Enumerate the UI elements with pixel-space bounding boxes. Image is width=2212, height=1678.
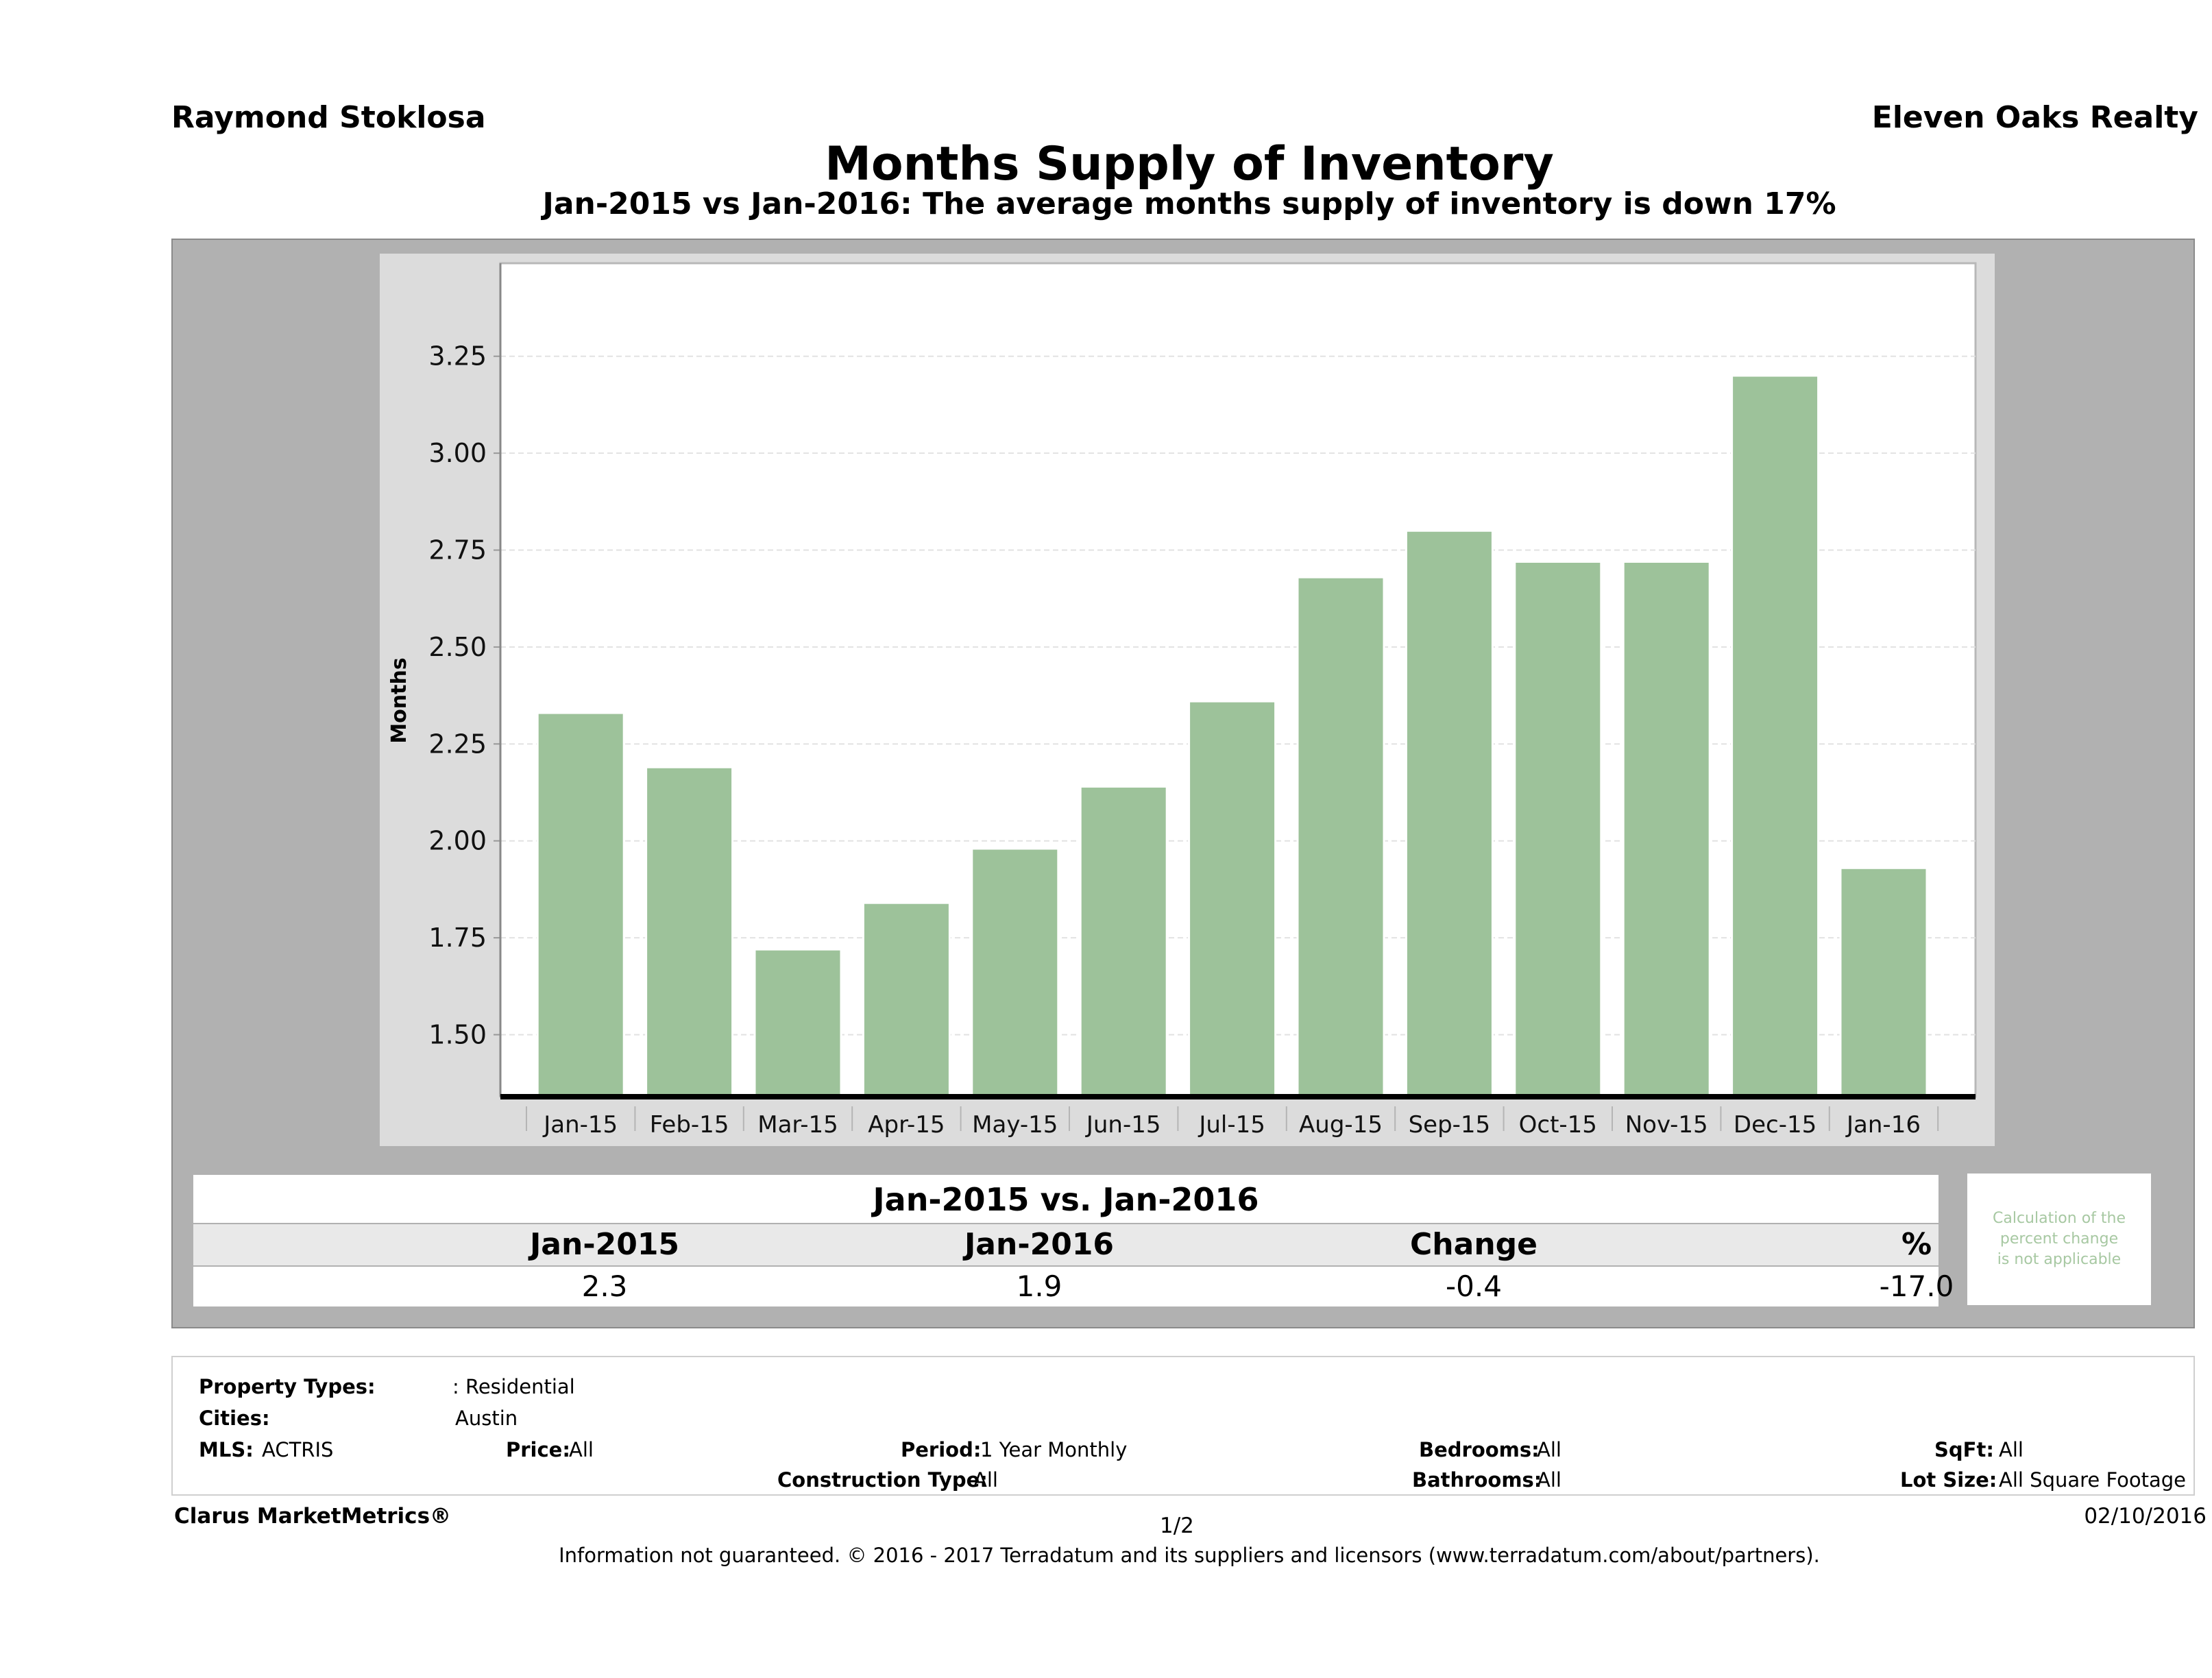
x-tick-label: Jun-15: [1085, 1111, 1161, 1139]
bar: [1514, 560, 1603, 1098]
bar: [1622, 560, 1711, 1098]
construction-type-value: All: [973, 1468, 998, 1492]
price-value: All: [569, 1438, 594, 1461]
header-jan-2015: Jan-2015: [529, 1227, 680, 1262]
bar: [753, 948, 842, 1098]
agent-name: Raymond Stoklosa: [171, 100, 486, 135]
value-jan-2015: 2.3: [581, 1269, 628, 1303]
report-date: 02/10/2016: [2084, 1504, 2207, 1529]
bar: [1731, 374, 1820, 1098]
note-line: percent change: [2000, 1230, 2119, 1248]
period-label: Period:: [901, 1438, 982, 1461]
x-tick-label: Oct-15: [1519, 1111, 1597, 1139]
price-label: Price:: [506, 1438, 570, 1461]
period-value: 1 Year Monthly: [980, 1438, 1128, 1461]
comparison-title: Jan-2015 vs. Jan-2016: [193, 1175, 1938, 1223]
comparison-header-row: Jan-2015 Jan-2016 Change %: [193, 1224, 1938, 1265]
value-change: -0.4: [1446, 1269, 1502, 1303]
sqft-value: All: [1999, 1438, 2023, 1461]
cities-value: Austin: [455, 1407, 518, 1430]
bar: [1839, 866, 1928, 1098]
bathrooms-value: All: [1537, 1468, 1561, 1492]
x-tick-label: Aug-15: [1299, 1111, 1383, 1139]
x-tick-label: Sep-15: [1409, 1111, 1491, 1139]
y-tick-label: 2.75: [428, 535, 487, 566]
y-tick-label: 1.50: [428, 1020, 487, 1050]
mls-label: MLS:: [199, 1438, 254, 1461]
bar: [645, 766, 734, 1098]
header-change: Change: [1410, 1227, 1538, 1262]
filter-criteria: Property Types: : Residential Cities: Au…: [171, 1356, 2195, 1496]
property-types-label: Property Types:: [199, 1375, 376, 1398]
header-percent: %: [1901, 1227, 1932, 1262]
company-name: Eleven Oaks Realty: [1871, 100, 2198, 135]
bar: [536, 712, 625, 1098]
value-jan-2016: 1.9: [1016, 1269, 1062, 1303]
chart-title: Months Supply of Inventory: [825, 137, 1554, 191]
x-tick-label: Mar-15: [757, 1111, 838, 1139]
lot-size-value: All Square Footage: [1999, 1468, 2187, 1492]
x-tick-label: May-15: [972, 1111, 1058, 1139]
construction-type-label: Construction Type:: [777, 1468, 988, 1492]
x-tick-label: Apr-15: [868, 1111, 945, 1139]
cities-label: Cities:: [199, 1407, 270, 1430]
y-tick-label: 2.50: [428, 632, 487, 662]
header-jan-2016: Jan-2016: [964, 1227, 1115, 1262]
bathrooms-label: Bathrooms:: [1412, 1468, 1542, 1492]
value-percent: -17.0: [1879, 1269, 1954, 1303]
x-tick-label: Jul-15: [1198, 1111, 1265, 1139]
bar: [1079, 786, 1168, 1098]
disclaimer: Information not guaranteed. © 2016 - 201…: [559, 1544, 1820, 1567]
bar-chart: 1.50 1.75 2.00 2.25 2.50 2.75 3.00 3.25 Months Ja…: [387, 262, 1977, 1139]
y-axis-label: Months: [387, 657, 411, 743]
x-tick-label: Feb-15: [650, 1111, 729, 1139]
property-types-value: : Residential: [452, 1375, 575, 1398]
lot-size-label: Lot Size:: [1900, 1468, 1997, 1492]
x-tick-label: Dec-15: [1734, 1111, 1816, 1139]
y-tick-label: 2.00: [428, 826, 487, 856]
bar: [1405, 529, 1494, 1098]
chart-subtitle: Jan-2015 vs Jan-2016: The average months…: [542, 186, 1836, 221]
x-tick-label: Nov-15: [1625, 1111, 1708, 1139]
x-tick-label: Jan-16: [1845, 1111, 1921, 1139]
brand-name: Clarus MarketMetrics®: [174, 1504, 452, 1529]
y-tick-label: 3.25: [428, 341, 487, 372]
x-tick-label: Jan-15: [542, 1111, 618, 1139]
bar: [1188, 700, 1277, 1098]
y-tick-label: 3.00: [428, 438, 487, 468]
comparison-value-row: 2.3 1.9 -0.4 -17.0: [193, 1267, 1954, 1306]
sqft-label: SqFt:: [1934, 1438, 1994, 1461]
bedrooms-value: All: [1537, 1438, 1561, 1461]
note-line: is not applicable: [1997, 1251, 2122, 1268]
comparison-table: Jan-2015 vs. Jan-2016 Jan-2015 Jan-2016 …: [193, 1175, 1954, 1309]
page-number: 1/2: [1160, 1513, 1194, 1538]
bar: [862, 901, 951, 1098]
bar: [971, 847, 1060, 1098]
mls-value: ACTRIS: [262, 1438, 334, 1461]
bar: [1296, 576, 1385, 1098]
y-tick-label: 1.75: [428, 923, 487, 953]
percent-change-note: Calculation of the percent change is not…: [1967, 1174, 2151, 1305]
bedrooms-label: Bedrooms:: [1419, 1438, 1540, 1461]
note-line: Calculation of the: [1992, 1210, 2126, 1227]
y-tick-label: 2.25: [428, 729, 487, 759]
